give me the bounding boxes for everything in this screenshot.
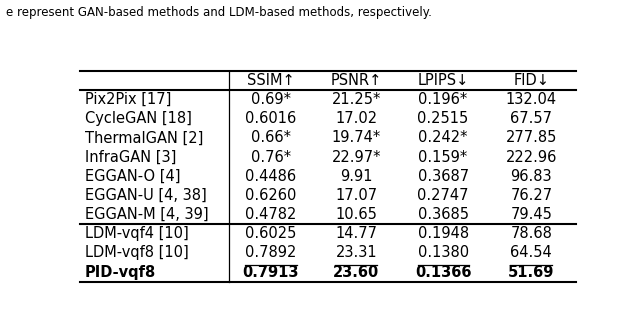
Text: 222.96: 222.96 [506,150,557,165]
Text: 0.4782: 0.4782 [245,207,297,222]
Text: 51.69: 51.69 [508,265,554,279]
Text: 0.242*: 0.242* [419,130,468,146]
Text: 0.1366: 0.1366 [415,265,471,279]
Text: 0.6016: 0.6016 [245,111,296,126]
Text: 132.04: 132.04 [506,92,557,107]
Text: 96.83: 96.83 [511,169,552,184]
Text: 277.85: 277.85 [506,130,557,146]
Text: 10.65: 10.65 [335,207,377,222]
Text: 17.02: 17.02 [335,111,378,126]
Text: 0.7913: 0.7913 [243,265,300,279]
Text: CycleGAN [18]: CycleGAN [18] [85,111,192,126]
Text: EGGAN-U [4, 38]: EGGAN-U [4, 38] [85,188,207,203]
Text: 67.57: 67.57 [510,111,552,126]
Text: 0.6260: 0.6260 [245,188,297,203]
Text: 0.2515: 0.2515 [417,111,468,126]
Text: 0.4486: 0.4486 [245,169,296,184]
Text: 14.77: 14.77 [335,226,377,241]
Text: 21.25*: 21.25* [332,92,381,107]
Text: 0.2747: 0.2747 [417,188,469,203]
Text: PID-vqf8: PID-vqf8 [85,265,156,279]
Text: 78.68: 78.68 [511,226,552,241]
Text: 23.31: 23.31 [335,245,377,260]
Text: LDM-vqf8 [10]: LDM-vqf8 [10] [85,245,189,260]
Text: 0.69*: 0.69* [251,92,291,107]
Text: 0.3687: 0.3687 [417,169,468,184]
Text: 0.66*: 0.66* [251,130,291,146]
Text: 0.7892: 0.7892 [245,245,297,260]
Text: 0.1948: 0.1948 [417,226,468,241]
Text: 76.27: 76.27 [510,188,552,203]
Text: EGGAN-O [4]: EGGAN-O [4] [85,169,180,184]
Text: 0.196*: 0.196* [419,92,468,107]
Text: 19.74*: 19.74* [332,130,381,146]
Text: FID↓: FID↓ [513,73,549,88]
Text: SSIM↑: SSIM↑ [247,73,295,88]
Text: LPIPS↓: LPIPS↓ [417,73,468,88]
Text: 0.76*: 0.76* [251,150,291,165]
Text: 0.3685: 0.3685 [417,207,468,222]
Text: e represent GAN-based methods and LDM-based methods, respectively.: e represent GAN-based methods and LDM-ba… [6,6,432,19]
Text: 0.6025: 0.6025 [245,226,297,241]
Text: 17.07: 17.07 [335,188,378,203]
Text: LDM-vqf4 [10]: LDM-vqf4 [10] [85,226,189,241]
Text: 0.1380: 0.1380 [417,245,468,260]
Text: 9.91: 9.91 [340,169,372,184]
Text: InfraGAN [3]: InfraGAN [3] [85,150,177,165]
Text: EGGAN-M [4, 39]: EGGAN-M [4, 39] [85,207,209,222]
Text: ThermalGAN [2]: ThermalGAN [2] [85,130,204,146]
Text: 22.97*: 22.97* [332,150,381,165]
Text: 0.159*: 0.159* [419,150,468,165]
Text: 64.54: 64.54 [511,245,552,260]
Text: 23.60: 23.60 [333,265,380,279]
Text: PSNR↑: PSNR↑ [331,73,382,88]
Text: 79.45: 79.45 [511,207,552,222]
Text: Pix2Pix [17]: Pix2Pix [17] [85,92,172,107]
